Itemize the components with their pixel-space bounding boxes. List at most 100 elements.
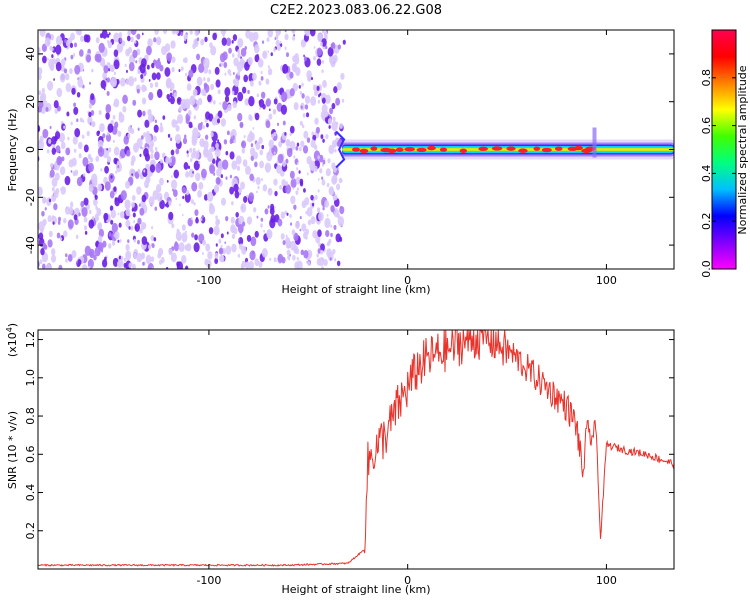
noise-dot bbox=[311, 131, 314, 136]
noise-dot bbox=[321, 176, 324, 180]
figure-title: C2E2.2023.083.06.22.G08 bbox=[270, 3, 442, 18]
noise-dot bbox=[65, 147, 71, 156]
noise-dot bbox=[113, 101, 116, 106]
noise-dot bbox=[42, 242, 47, 250]
noise-dot bbox=[128, 76, 135, 87]
spectrogram-x-ticks: -100 0 100 bbox=[196, 30, 617, 287]
noise-dot bbox=[47, 57, 49, 61]
noise-dot bbox=[67, 136, 70, 141]
noise-dot bbox=[140, 74, 144, 79]
noise-dot bbox=[127, 30, 131, 36]
noise-dot bbox=[263, 229, 266, 233]
noise-dot bbox=[209, 42, 213, 49]
snr-scale-prefix: (x10 bbox=[6, 332, 19, 357]
noise-dot bbox=[47, 239, 53, 248]
noise-dot bbox=[168, 98, 171, 102]
noise-dot bbox=[317, 189, 320, 193]
noise-dot bbox=[107, 147, 112, 153]
noise-dot bbox=[101, 30, 108, 39]
noise-dot bbox=[148, 92, 154, 101]
noise-dot bbox=[185, 230, 187, 234]
noise-dot bbox=[260, 223, 263, 228]
noise-dot bbox=[214, 148, 221, 158]
noise-dot bbox=[337, 216, 345, 227]
noise-dot bbox=[220, 30, 227, 36]
noise-dot bbox=[284, 132, 287, 136]
noise-dot bbox=[335, 97, 341, 106]
noise-dot bbox=[64, 175, 71, 186]
noise-dot bbox=[175, 148, 180, 155]
x-tick-label: -100 bbox=[196, 574, 221, 587]
noise-dot bbox=[253, 207, 257, 213]
y-tick-label: 0.8 bbox=[24, 407, 37, 425]
noise-dot bbox=[184, 98, 191, 109]
noise-dot bbox=[83, 144, 89, 153]
noise-dot bbox=[141, 97, 147, 105]
noise-dot bbox=[41, 43, 48, 53]
noise-dot bbox=[183, 34, 187, 40]
noise-dot bbox=[192, 147, 196, 153]
noise-dot bbox=[284, 33, 289, 41]
noise-dot bbox=[126, 35, 131, 42]
noise-dot bbox=[230, 128, 237, 139]
noise-dot bbox=[60, 141, 66, 150]
noise-dot bbox=[232, 72, 235, 75]
noise-dot bbox=[240, 47, 247, 57]
noise-dot bbox=[237, 71, 240, 76]
noise-dot bbox=[302, 124, 305, 129]
noise-dot bbox=[128, 262, 132, 269]
hot-spot bbox=[439, 147, 448, 152]
noise-dot bbox=[65, 253, 68, 258]
noise-dot bbox=[194, 209, 199, 216]
noise-dot bbox=[295, 190, 299, 195]
noise-dot bbox=[225, 176, 228, 180]
noise-dot bbox=[105, 112, 110, 120]
hot-spot bbox=[387, 148, 397, 154]
noise-dot bbox=[189, 95, 196, 106]
noise-dot bbox=[277, 153, 284, 164]
noise-dot bbox=[254, 258, 260, 267]
noise-dot bbox=[319, 168, 323, 174]
noise-dot bbox=[41, 210, 45, 217]
noise-dot bbox=[137, 239, 140, 245]
noise-dot bbox=[205, 243, 211, 252]
noise-dot bbox=[213, 172, 216, 176]
noise-dot bbox=[231, 160, 238, 170]
noise-dot bbox=[244, 261, 250, 269]
noise-dot bbox=[206, 191, 214, 202]
noise-dot bbox=[51, 215, 55, 219]
noise-dot bbox=[193, 115, 197, 120]
noise-dot bbox=[306, 70, 312, 80]
noise-dot bbox=[113, 49, 119, 57]
noise-dot bbox=[150, 235, 155, 242]
noise-dot bbox=[70, 170, 73, 173]
noise-dot bbox=[223, 139, 228, 145]
noise-dot bbox=[267, 187, 273, 196]
noise-dot bbox=[118, 111, 123, 118]
noise-dot bbox=[38, 47, 41, 53]
noise-dot bbox=[113, 71, 117, 76]
noise-dot bbox=[320, 249, 324, 255]
noise-dot bbox=[39, 94, 45, 103]
noise-dot bbox=[266, 151, 273, 162]
noise-dot bbox=[120, 255, 124, 261]
noise-dot bbox=[78, 75, 82, 82]
noise-dot bbox=[249, 132, 255, 141]
snr-y-ticks: 0.2 0.4 0.6 0.8 1.0 1.2 bbox=[24, 331, 674, 540]
noise-dot bbox=[142, 168, 148, 178]
noise-dot bbox=[153, 135, 157, 142]
noise-dot bbox=[313, 46, 316, 49]
noise-dot bbox=[188, 168, 195, 178]
noise-dot bbox=[201, 214, 204, 219]
colorbar-tick-label: 0.8 bbox=[700, 69, 713, 87]
noise-dot bbox=[74, 64, 81, 75]
noise-dot bbox=[264, 162, 271, 173]
noise-dot bbox=[245, 165, 251, 176]
noise-dot bbox=[310, 139, 316, 148]
noise-dot bbox=[270, 203, 275, 211]
noise-dot bbox=[69, 42, 74, 49]
noise-dot bbox=[113, 186, 117, 192]
noise-dot bbox=[151, 72, 157, 81]
noise-dot bbox=[230, 216, 235, 224]
noise-dot bbox=[250, 236, 257, 247]
